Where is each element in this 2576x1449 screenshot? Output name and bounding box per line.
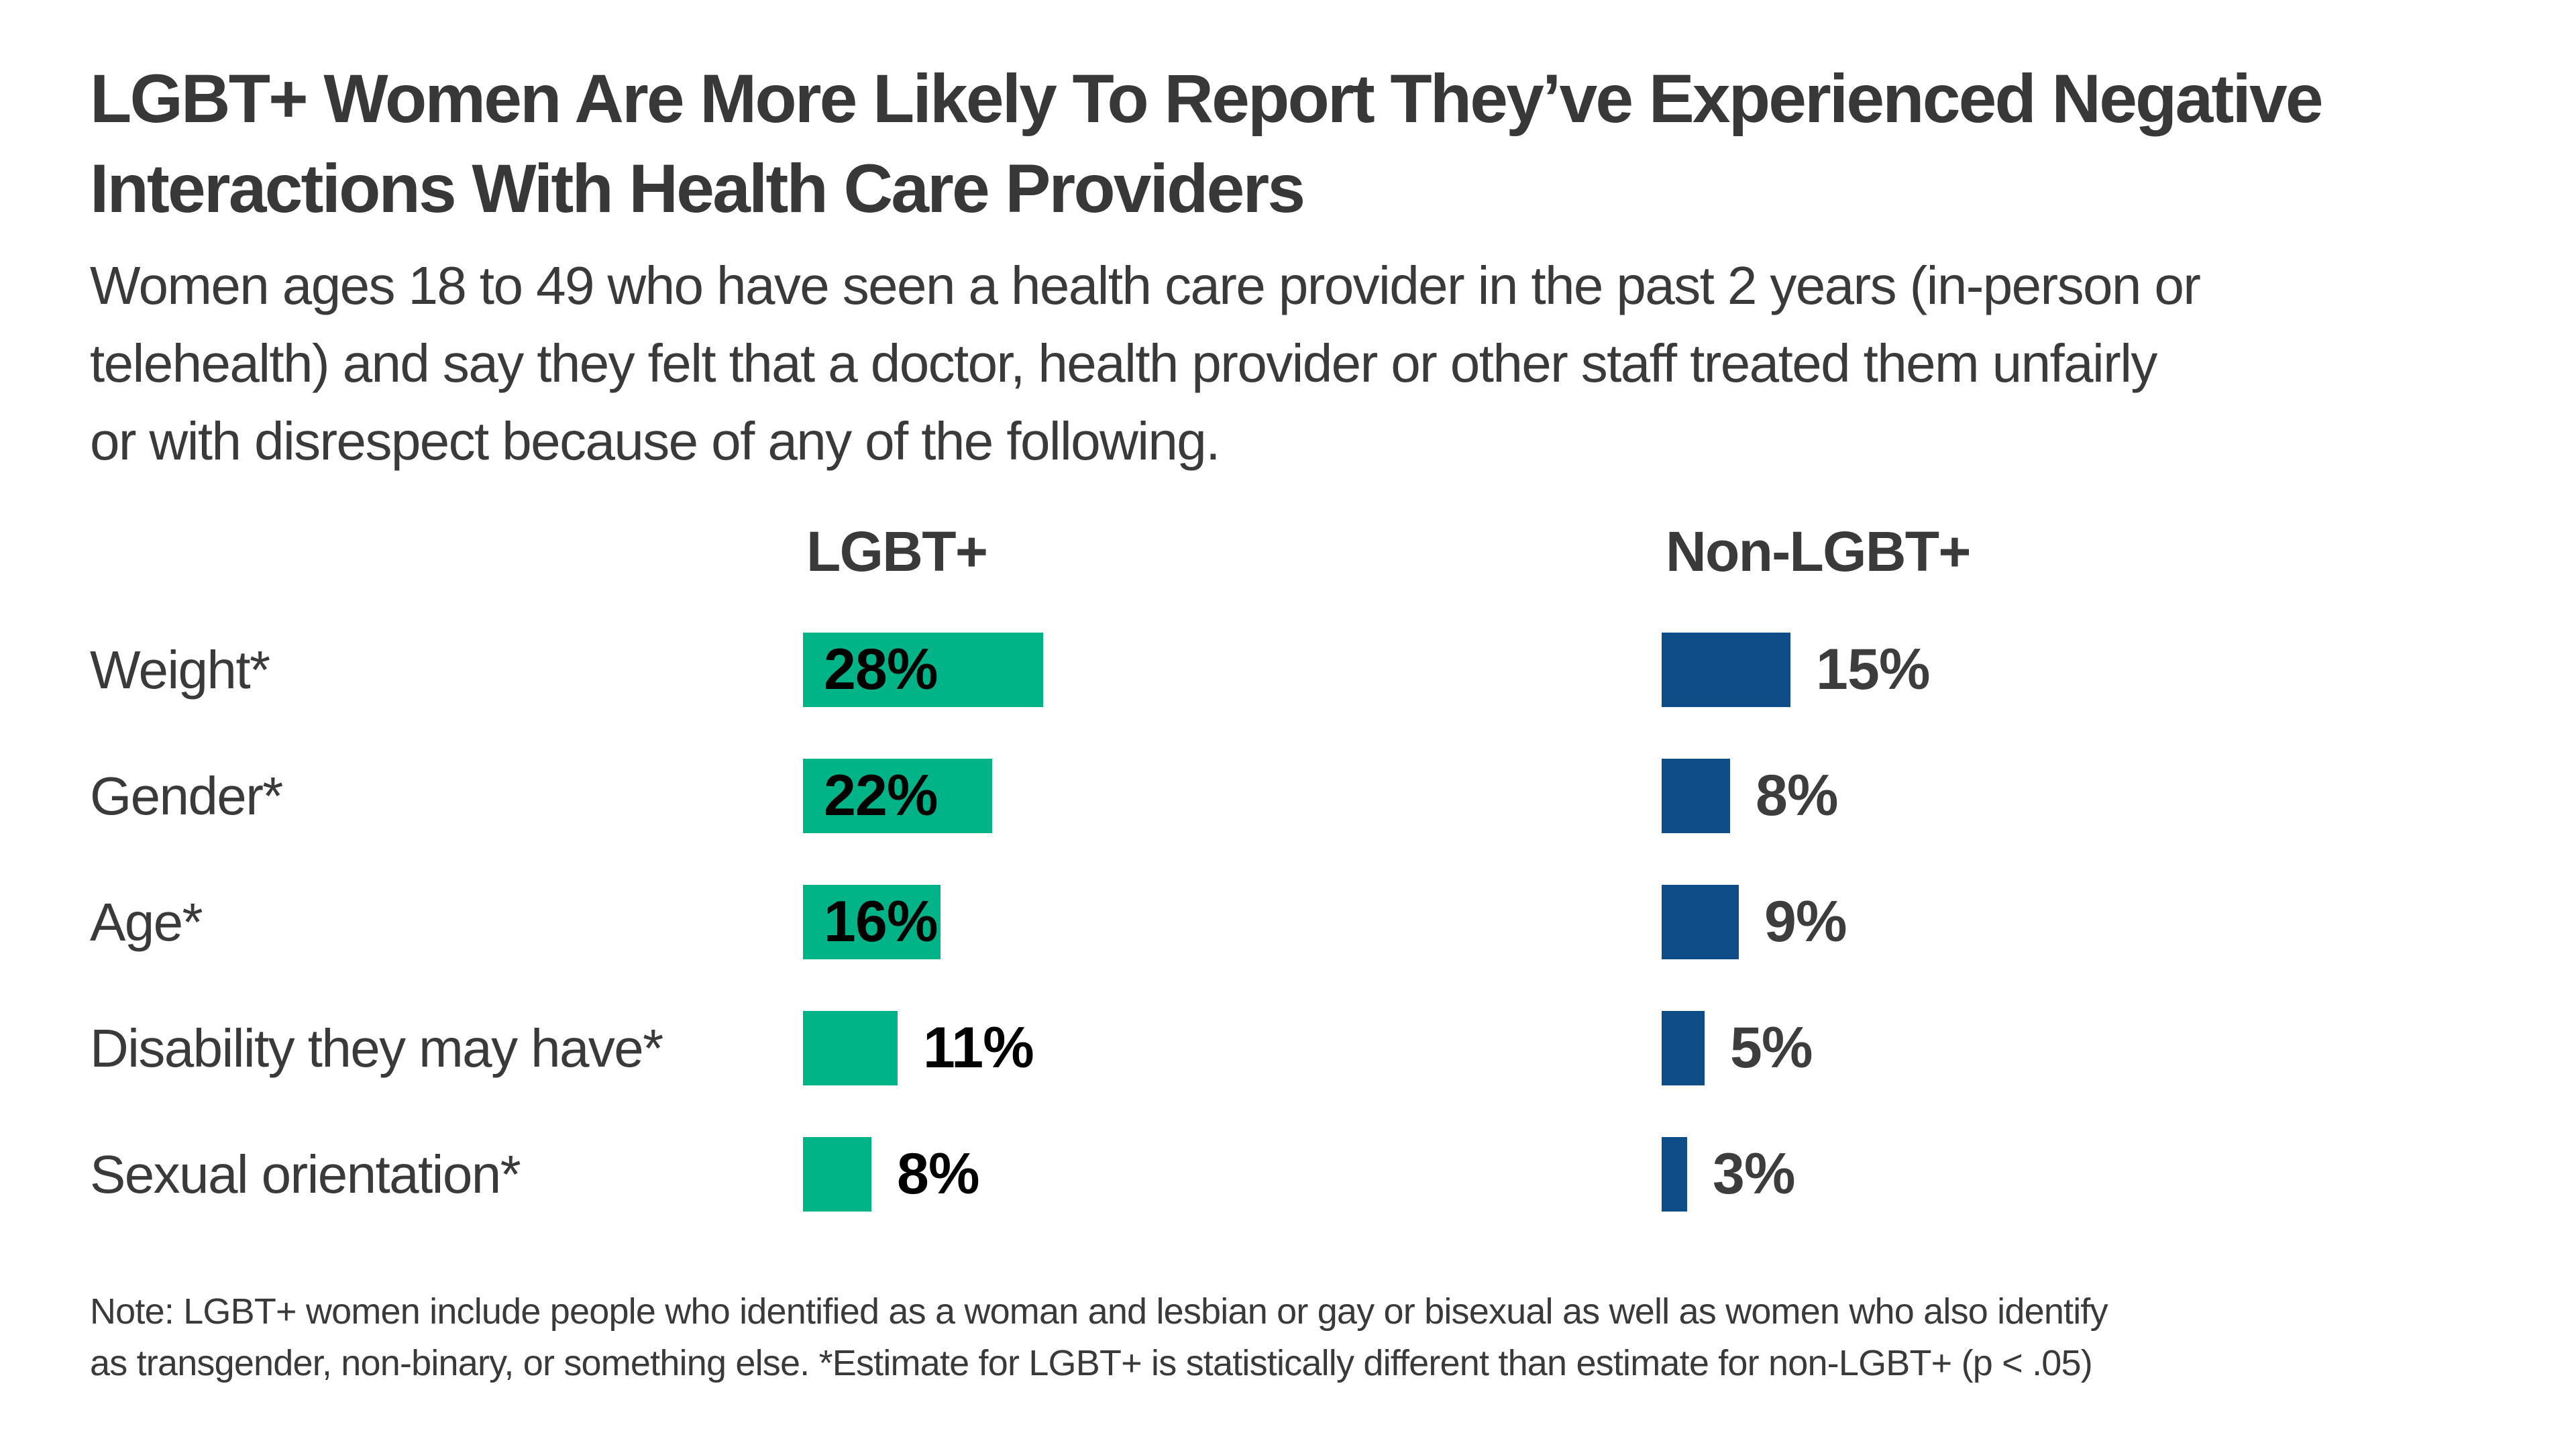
- chart-title: LGBT+ Women Are More Likely To Report Th…: [90, 54, 2324, 233]
- row-label-sexual-orientation: Sexual orientation*: [90, 1144, 521, 1204]
- chart-title-line1: LGBT+ Women Are More Likely To Report Th…: [90, 60, 2324, 137]
- row-label-gender: Gender*: [90, 765, 283, 826]
- chart-title-line2: Interactions With Health Care Providers: [90, 150, 1305, 227]
- chart-footnote: Note: LGBT+ women include people who ide…: [90, 1286, 2108, 1389]
- lgbt-value-sexual-orientation: 8%: [897, 1142, 979, 1206]
- column-header-lgbt: LGBT+: [806, 520, 988, 583]
- non-lgbt-value-age: 9%: [1764, 890, 1847, 954]
- row-label-weight: Weight*: [90, 639, 270, 700]
- lgbt-value-disability-they-may-have: 11%: [923, 1016, 1034, 1080]
- lgbt-bar-disability-they-may-have: [803, 1011, 898, 1085]
- chart-subtitle: Women ages 18 to 49 who have seen a heal…: [90, 247, 2201, 480]
- row-label-age: Age*: [90, 892, 203, 952]
- row-label-disability-they-may-have: Disability they may have*: [90, 1018, 663, 1078]
- chart-subtitle-line2: telehealth) and say they felt that a doc…: [90, 333, 2157, 393]
- lgbt-bar-weight: [803, 633, 1043, 707]
- non-lgbt-bar-sexual-orientation: [1662, 1137, 1687, 1212]
- non-lgbt-value-weight: 15%: [1816, 637, 1930, 702]
- non-lgbt-value-disability-they-may-have: 5%: [1730, 1016, 1813, 1080]
- non-lgbt-bar-weight: [1662, 633, 1790, 707]
- non-lgbt-bar-gender: [1662, 759, 1730, 833]
- non-lgbt-value-sexual-orientation: 3%: [1713, 1142, 1795, 1206]
- non-lgbt-bar-disability-they-may-have: [1662, 1011, 1705, 1085]
- chart-footnote-line1: Note: LGBT+ women include people who ide…: [90, 1291, 2108, 1332]
- chart-subtitle-line1: Women ages 18 to 49 who have seen a heal…: [90, 256, 2201, 315]
- lgbt-bar-gender: [803, 759, 992, 833]
- lgbt-value-weight: 28%: [824, 637, 938, 702]
- lgbt-bar-sexual-orientation: [803, 1137, 871, 1212]
- chart-footnote-line2: as transgender, non-binary, or something…: [90, 1343, 2093, 1383]
- non-lgbt-bar-age: [1662, 885, 1739, 959]
- non-lgbt-value-gender: 8%: [1756, 763, 1838, 828]
- lgbt-bar-age: [803, 885, 941, 959]
- chart-subtitle-line3: or with disrespect because of any of the…: [90, 411, 1220, 471]
- lgbt-value-age: 16%: [824, 890, 938, 954]
- column-header-non-lgbt: Non-LGBT+: [1666, 520, 1971, 583]
- lgbt-value-gender: 22%: [824, 763, 938, 828]
